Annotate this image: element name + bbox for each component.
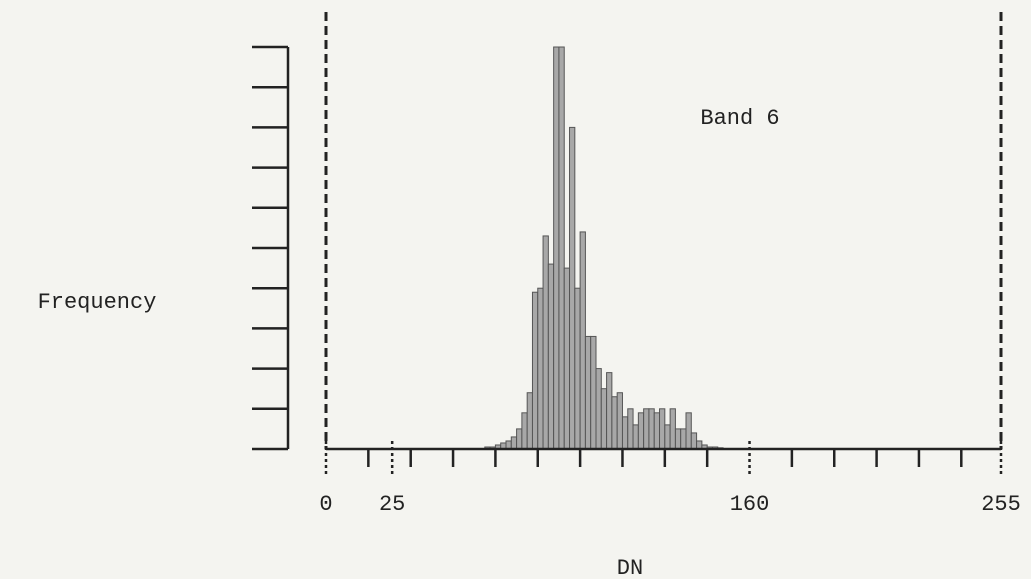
bar bbox=[558, 46, 565, 450]
bar bbox=[584, 335, 592, 450]
bar bbox=[643, 408, 650, 450]
bar bbox=[669, 408, 676, 450]
bar bbox=[590, 335, 597, 450]
x-tick-label: 0 bbox=[319, 492, 332, 517]
bar bbox=[595, 368, 602, 450]
bar bbox=[516, 428, 523, 450]
bar bbox=[616, 392, 623, 450]
x-tick-label: 25 bbox=[379, 492, 405, 517]
x-tick-label: 160 bbox=[730, 492, 770, 517]
bar bbox=[685, 412, 692, 450]
bar bbox=[553, 46, 560, 450]
x-tick-label: 255 bbox=[981, 492, 1021, 517]
bar bbox=[611, 396, 618, 450]
y-axis-label: Frequency bbox=[38, 290, 157, 315]
bar bbox=[690, 432, 698, 450]
bar bbox=[521, 412, 528, 450]
bar bbox=[542, 235, 549, 450]
bar bbox=[632, 424, 639, 450]
bar bbox=[606, 372, 613, 450]
bar bbox=[648, 408, 655, 450]
bar bbox=[569, 126, 576, 450]
bar bbox=[600, 388, 608, 450]
bar bbox=[510, 436, 518, 450]
bar bbox=[563, 267, 571, 450]
bar bbox=[547, 263, 555, 450]
bar bbox=[531, 291, 539, 450]
bar bbox=[526, 392, 533, 450]
bar bbox=[537, 287, 544, 450]
bar bbox=[653, 412, 661, 450]
bar bbox=[627, 408, 634, 450]
bar bbox=[574, 287, 581, 450]
bar bbox=[621, 416, 629, 450]
annotation: Band 6 bbox=[700, 106, 779, 131]
bar bbox=[664, 424, 671, 450]
x-axis-label: DN bbox=[617, 556, 643, 579]
bar bbox=[579, 231, 586, 450]
bar bbox=[659, 408, 666, 450]
bar bbox=[637, 412, 645, 450]
bar bbox=[680, 428, 687, 450]
bar bbox=[674, 428, 682, 450]
